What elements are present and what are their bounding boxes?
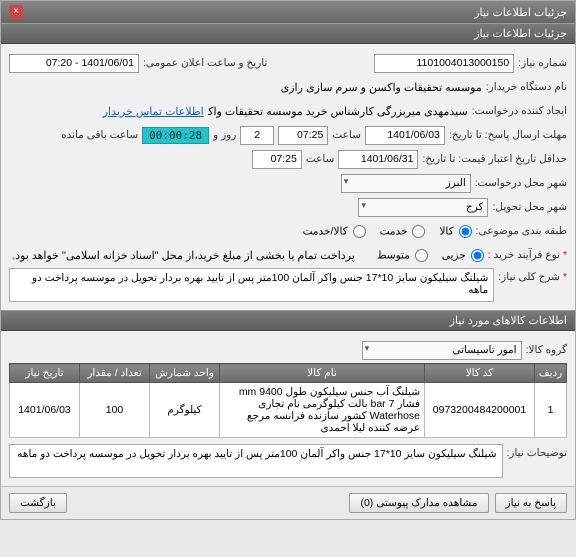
form-area: شماره نیاز: تاریخ و ساعت اعلان عمومی: نا… <box>1 44 575 310</box>
reply-button[interactable]: پاسخ به نیاز <box>495 493 567 513</box>
lbl-roozva: روز و <box>213 129 236 141</box>
province-combo[interactable] <box>341 174 471 193</box>
cell-name: شیلنگ آب جنس سیلیکون طول mm 9400 فشار ba… <box>220 383 425 438</box>
items-grid: ردیف کد کالا نام کالا واحد شمارش تعداد /… <box>9 363 567 438</box>
lbl-req-city: شهر محل درخواست: <box>475 177 567 189</box>
lbl-desc: * شرح کلی نیاز: <box>498 268 567 283</box>
date1-field <box>365 126 445 145</box>
col-unit: واحد شمارش <box>150 364 220 383</box>
footer: پاسخ به نیاز مشاهده مدارک پیوستی (0) باز… <box>1 486 575 519</box>
need-no-field <box>374 54 514 73</box>
lbl-remaining: ساعت باقی مانده <box>61 129 138 141</box>
announce-field <box>9 54 139 73</box>
col-date: تاریخ نیاز <box>10 364 80 383</box>
lbl-creator: ایجاد کننده درخواست: <box>472 105 567 117</box>
cell-date: 1401/06/03 <box>10 383 80 438</box>
process-note: پرداخت تمام یا بخشی از مبلغ خرید،از محل … <box>12 249 355 262</box>
col-qty: تعداد / مقدار <box>80 364 150 383</box>
lbl-saat2: ساعت <box>306 153 335 165</box>
col-code: کد کالا <box>425 364 535 383</box>
lbl-extra-desc: توضیحات نیاز: <box>507 444 568 459</box>
col-name: نام کالا <box>220 364 425 383</box>
back-button[interactable]: بازگشت <box>9 493 67 513</box>
extra-desc-textarea[interactable] <box>9 444 503 478</box>
lbl-send-deadline: مهلت ارسال پاسخ: تا تاریخ: <box>449 129 567 141</box>
close-icon[interactable]: × <box>9 5 23 19</box>
title-bar: جزئیات اطلاعات نیاز × <box>1 1 575 23</box>
items-area: گروه کالا: ردیف کد کالا نام کالا واحد شم… <box>1 331 575 486</box>
radio-both[interactable]: کالا/خدمت <box>303 225 366 238</box>
countdown-timer: 00:00:28 <box>142 127 209 144</box>
date2-field <box>338 150 418 169</box>
contact-link[interactable]: اطلاعات تماس خریدار <box>103 105 204 118</box>
table-row[interactable]: 1 0973200484200001 شیلنگ آب جنس سیلیکون … <box>10 383 567 438</box>
radio-jozi[interactable]: جزیی <box>442 249 484 262</box>
lbl-delivery-city: شهر محل تحویل: <box>492 201 567 213</box>
details-window: جزئیات اطلاعات نیاز × جزئیات اطلاعات نیا… <box>0 0 576 520</box>
city-combo[interactable] <box>358 198 488 217</box>
attachments-button[interactable]: مشاهده مدارک پیوستی (0) <box>349 493 488 513</box>
time1-field <box>278 126 328 145</box>
time2-field <box>252 150 302 169</box>
cell-unit: کیلوگرم <box>150 383 220 438</box>
buyer-org-value: موسسه تحقیقات واکسن و سرم سازی رازی <box>281 81 482 94</box>
radio-khedmat[interactable]: خدمت <box>380 225 426 238</box>
section-need-info: جزئیات اطلاعات نیاز <box>1 23 575 44</box>
radio-kala[interactable]: کالا <box>439 225 471 238</box>
lbl-process-type: * نوع فرآیند خرید : <box>488 249 567 261</box>
cell-idx: 1 <box>535 383 567 438</box>
lbl-buyer-org: نام دستگاه خریدار: <box>486 81 567 93</box>
lbl-group: گروه کالا: <box>526 344 567 356</box>
col-idx: ردیف <box>535 364 567 383</box>
desc-textarea[interactable] <box>9 268 494 302</box>
lbl-need-no: شماره نیاز: <box>518 57 567 69</box>
lbl-classification: طبقه بندی موضوعی: <box>476 225 567 237</box>
group-combo[interactable] <box>362 341 522 360</box>
lbl-validity: حداقل تاریخ اعتبار قیمت: تا تاریخ: <box>422 153 567 165</box>
cell-code: 0973200484200001 <box>425 383 535 438</box>
cell-qty: 100 <box>80 383 150 438</box>
days-left-field <box>240 126 274 145</box>
radio-motavaset[interactable]: متوسط <box>377 249 428 262</box>
lbl-announce: تاریخ و ساعت اعلان عمومی: <box>143 57 267 69</box>
section-items-info: اطلاعات کالاهای مورد نیاز <box>1 310 575 331</box>
window-title: جزئیات اطلاعات نیاز <box>474 6 567 19</box>
creator-value: سیدمهدی میربزرگی کارشناس خرید موسسه تحقی… <box>208 105 468 118</box>
lbl-saat1: ساعت <box>332 129 361 141</box>
